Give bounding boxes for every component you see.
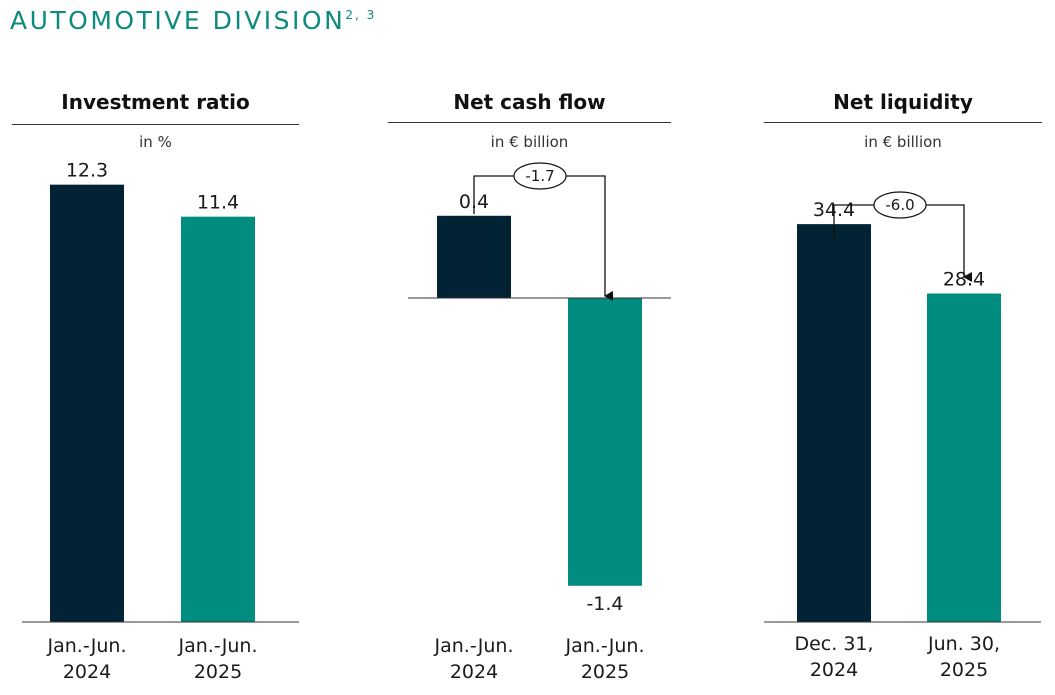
panel-title-net-cash-flow: Net cash flow <box>453 90 606 114</box>
bar-0-0 <box>50 184 124 622</box>
category-label-1-0-0: Jan.-Jun. <box>434 635 514 657</box>
panel-title-net-liquidity: Net liquidity <box>833 90 973 114</box>
panel-divider-net-liquidity <box>764 122 1042 123</box>
bar-1-1 <box>568 298 642 586</box>
delta-badge-1 <box>513 162 567 190</box>
category-label-1-0-1: 2024 <box>450 661 498 683</box>
delta-badge-2 <box>873 191 927 219</box>
category-label-2-1-0: Jun. 30, <box>927 633 1000 655</box>
value-label-0-0: 12.3 <box>66 160 108 182</box>
panel-unit-net-cash-flow: in € billion <box>490 133 569 151</box>
delta-label-2: -6.0 <box>885 196 914 214</box>
bar-0-1 <box>181 216 255 622</box>
panel-title-investment-ratio: Investment ratio <box>61 90 250 114</box>
category-label-0-1-0: Jan.-Jun. <box>178 635 258 657</box>
bar-2-0 <box>797 224 871 622</box>
panel-unit-investment-ratio: in % <box>139 133 172 151</box>
panel-divider-net-cash-flow <box>388 122 671 123</box>
page-title: AUTOMOTIVE DIVISION2, 3 <box>10 6 376 35</box>
category-label-2-1-1: 2025 <box>940 659 988 681</box>
value-label-1-1: -1.4 <box>586 593 623 615</box>
category-label-0-1-1: 2025 <box>194 661 242 683</box>
delta-label-1: -1.7 <box>525 167 554 185</box>
category-label-1-1-0: Jan.-Jun. <box>565 635 645 657</box>
category-label-2-0-0: Dec. 31, <box>794 633 873 655</box>
bar-2-1 <box>927 293 1001 622</box>
category-label-0-0-1: 2024 <box>63 661 111 683</box>
panel-unit-net-liquidity: in € billion <box>864 133 942 151</box>
category-label-2-0-1: 2024 <box>810 659 858 681</box>
bar-1-0 <box>437 215 511 298</box>
category-label-0-0-0: Jan.-Jun. <box>47 635 127 657</box>
page-title-text: AUTOMOTIVE DIVISION <box>10 6 346 35</box>
page-title-superscript: 2, 3 <box>345 8 377 22</box>
category-label-1-1-1: 2025 <box>581 661 629 683</box>
value-label-0-1: 11.4 <box>197 192 239 214</box>
panel-divider-investment-ratio <box>12 124 299 125</box>
